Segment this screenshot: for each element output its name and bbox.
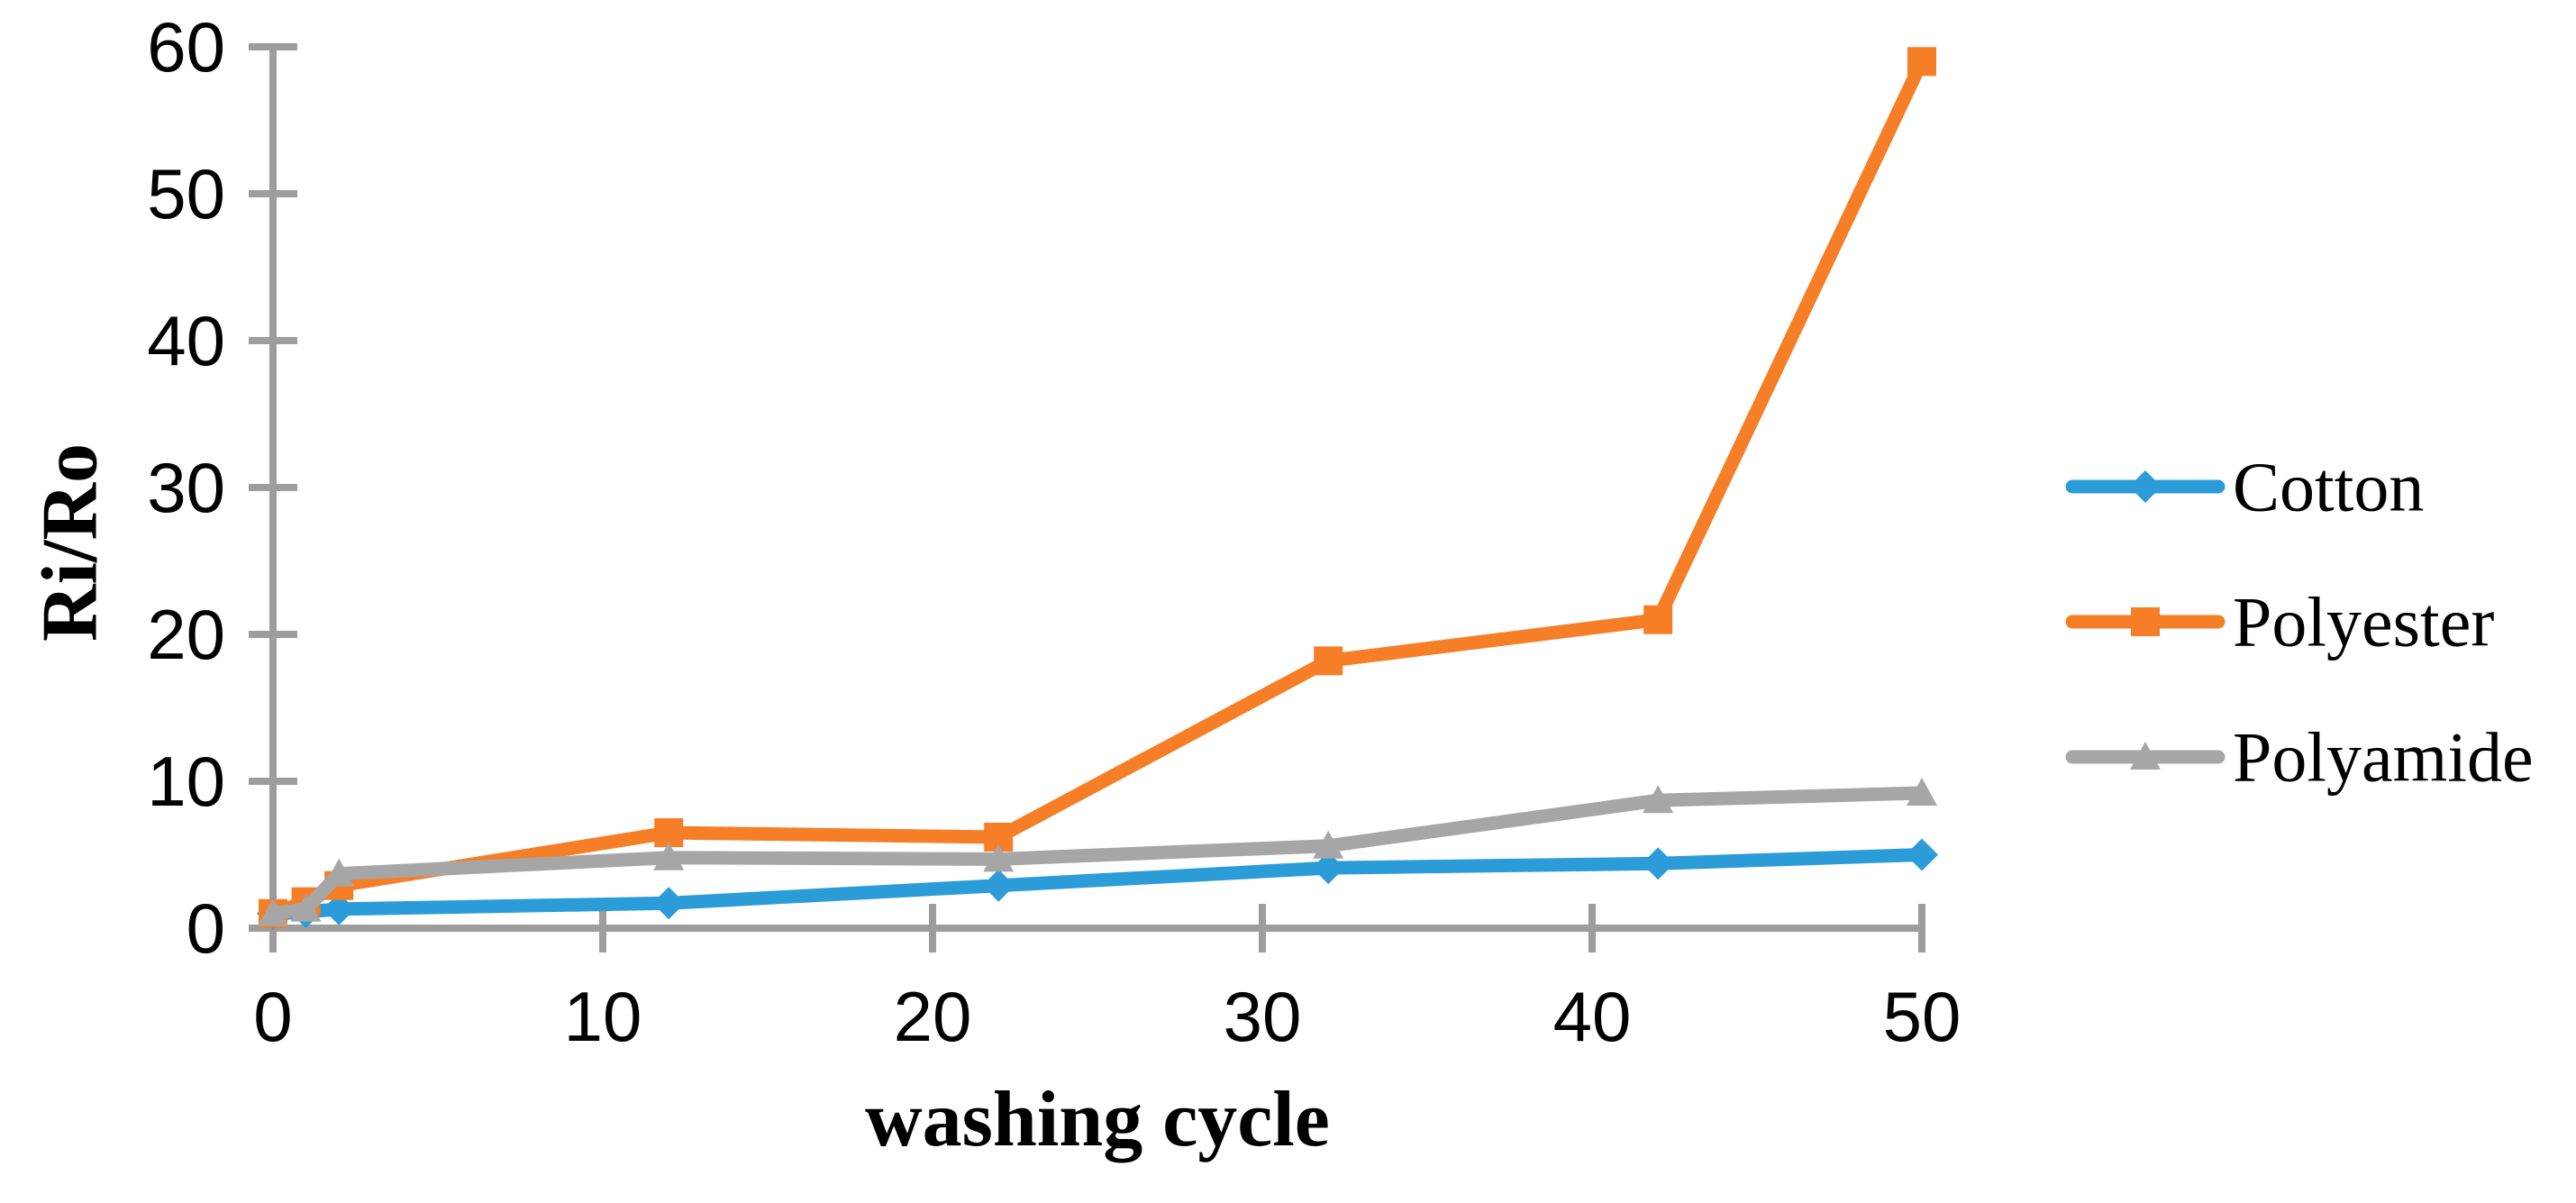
legend-marker-polyester bbox=[2131, 607, 2160, 636]
marker-polyamide-1 bbox=[290, 893, 322, 922]
marker-polyamide-32 bbox=[1313, 830, 1344, 859]
y-tick-label-0: 0 bbox=[187, 889, 225, 968]
x-tick-label-30: 30 bbox=[1224, 977, 1302, 1056]
y-tick-label-10: 10 bbox=[147, 742, 225, 821]
marker-polyamide-22 bbox=[983, 843, 1015, 872]
marker-polyester-12 bbox=[654, 818, 684, 848]
x-tick-label-50: 50 bbox=[1883, 977, 1962, 1056]
y-axis-title: Ri/Ro bbox=[26, 443, 114, 642]
x-tick-label-0: 0 bbox=[253, 977, 292, 1056]
series-line-polyamide bbox=[266, 786, 1929, 921]
marker-polyester-32 bbox=[1314, 646, 1343, 676]
marker-cotton-22 bbox=[982, 869, 1015, 902]
series-polyamide bbox=[258, 778, 1937, 926]
legend-item-polyester: Polyester bbox=[2065, 583, 2494, 661]
marker-polyamide-2 bbox=[323, 858, 355, 887]
x-tick-label-10: 10 bbox=[564, 977, 642, 1056]
marker-polyester-50 bbox=[1907, 47, 1936, 77]
legend-marker-cotton bbox=[2129, 470, 2162, 503]
legend-marker-polyamide bbox=[2130, 742, 2161, 770]
legend-label-polyester: Polyester bbox=[2233, 583, 2494, 661]
marker-polyester-42 bbox=[1643, 605, 1673, 634]
legend-label-cotton: Cotton bbox=[2233, 448, 2424, 526]
y-tick-label-20: 20 bbox=[147, 595, 225, 674]
y-tick-label-60: 60 bbox=[147, 7, 225, 87]
marker-cotton-32 bbox=[1312, 852, 1345, 885]
legend-label-polyamide: Polyamide bbox=[2233, 718, 2534, 797]
marker-polyamide-42 bbox=[1643, 785, 1674, 814]
marker-cotton-2 bbox=[323, 892, 356, 925]
marker-cotton-42 bbox=[1642, 847, 1675, 880]
legend-item-polyamide: Polyamide bbox=[2065, 718, 2534, 797]
y-tick-label-50: 50 bbox=[147, 154, 225, 233]
series-line-polyester bbox=[266, 54, 1929, 921]
marker-polyamide-50 bbox=[1907, 778, 1937, 807]
legend-item-cotton: Cotton bbox=[2065, 448, 2424, 526]
marker-polyamide-0 bbox=[258, 898, 288, 926]
x-axis-title: washing cycle bbox=[865, 1076, 1330, 1163]
x-tick-label-20: 20 bbox=[894, 977, 972, 1056]
y-tick-label-40: 40 bbox=[147, 301, 225, 380]
y-tick-label-30: 30 bbox=[147, 448, 225, 527]
marker-cotton-50 bbox=[1906, 838, 1938, 871]
x-tick-label-40: 40 bbox=[1553, 977, 1632, 1056]
marker-cotton-12 bbox=[652, 887, 686, 920]
marker-polyamide-12 bbox=[653, 842, 685, 870]
